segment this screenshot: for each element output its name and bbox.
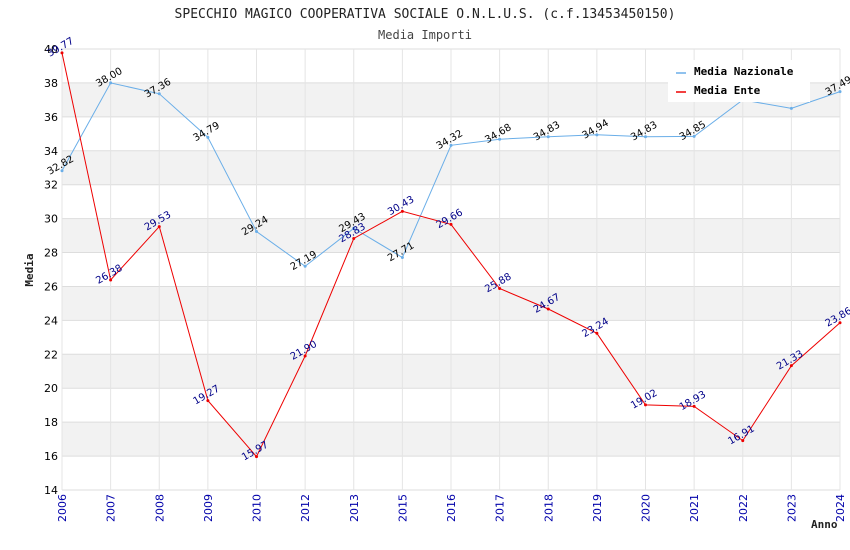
x-tick-label: 2016 — [445, 494, 458, 522]
legend-box — [668, 60, 810, 102]
data-point-media-nazionale — [546, 135, 550, 139]
y-tick-label: 40 — [44, 43, 58, 56]
x-tick-label: 2020 — [640, 494, 653, 522]
data-point-media-ente — [60, 51, 64, 55]
series-lines — [60, 51, 842, 459]
y-tick-label: 16 — [44, 450, 58, 463]
x-tick-label: 2008 — [153, 494, 166, 522]
chart-title: SPECCHIO MAGICO COOPERATIVA SOCIALE O.N.… — [175, 7, 676, 22]
data-point-media-ente — [838, 321, 842, 325]
data-point-media-nazionale — [60, 169, 64, 173]
x-tick-label: 2017 — [494, 494, 507, 522]
x-tick-label: 2007 — [105, 494, 118, 522]
data-point-media-ente — [303, 354, 307, 358]
y-tick-label: 36 — [44, 111, 58, 124]
y-tick-label: 38 — [44, 77, 58, 90]
x-axis-label: Anno — [811, 518, 838, 531]
data-point-media-ente — [789, 364, 793, 368]
x-tick-label: 2010 — [251, 494, 264, 522]
x-axis-ticks: 2006 2007 2008 2009 2010 2012 2013 2015 2016 2017… — [56, 494, 847, 522]
data-point-media-ente — [400, 209, 404, 213]
x-tick-label: 2015 — [396, 494, 409, 522]
x-tick-label: 2018 — [542, 494, 555, 522]
y-tick-label: 28 — [44, 247, 58, 260]
data-point-media-ente — [255, 455, 258, 459]
data-point-media-ente — [157, 225, 161, 229]
data-point-media-nazionale — [352, 226, 356, 230]
x-tick-label: 2013 — [348, 494, 361, 522]
x-tick-label: 2023 — [785, 494, 798, 522]
x-tick-label: 2009 — [202, 494, 215, 522]
data-point-media-ente — [498, 286, 502, 290]
data-point-media-nazionale — [692, 134, 696, 138]
data-point-media-nazionale — [838, 90, 842, 94]
x-tick-label: 2012 — [299, 494, 312, 522]
data-point-media-nazionale — [206, 135, 210, 139]
legend-label-media-nazionale: Media Nazionale — [694, 65, 794, 78]
data-point-media-ente — [644, 403, 647, 407]
chart-subtitle: Media Importi — [378, 28, 472, 42]
data-point-media-ente — [546, 307, 550, 311]
data-point-media-nazionale — [449, 143, 453, 147]
y-tick-label: 30 — [44, 213, 58, 226]
y-tick-label: 22 — [44, 348, 58, 361]
data-point-media-nazionale — [400, 255, 404, 259]
data-point-media-nazionale — [498, 137, 502, 141]
y-tick-label: 20 — [44, 382, 58, 395]
x-tick-label: 2024 — [834, 494, 847, 522]
y-tick-label: 26 — [44, 280, 58, 293]
y-axis-ticks: 14 16 18 20 22 24 26 28 30 32 34 36 38 40 — [44, 43, 58, 497]
data-point-media-nazionale — [157, 92, 161, 96]
y-tick-label: 18 — [44, 416, 58, 429]
data-point-media-ente — [449, 222, 453, 226]
gridlines — [61, 48, 841, 491]
y-axis-label: Media — [23, 253, 36, 286]
data-point-media-ente — [206, 399, 210, 403]
data-point-media-nazionale — [303, 264, 307, 268]
x-tick-label: 2022 — [737, 494, 750, 522]
legend: Media Nazionale Media Ente — [668, 60, 810, 102]
data-point-media-nazionale — [109, 81, 113, 85]
y-tick-label: 32 — [44, 179, 58, 192]
data-point-media-nazionale — [255, 230, 258, 234]
data-point-media-nazionale — [595, 133, 599, 137]
y-tick-label: 34 — [44, 145, 58, 158]
x-tick-label: 2006 — [56, 494, 69, 522]
x-tick-label: 2019 — [591, 494, 604, 522]
data-point-media-ente — [692, 404, 696, 408]
data-point-media-ente — [352, 236, 356, 240]
data-point-media-nazionale — [789, 106, 793, 110]
data-point-media-ente — [109, 278, 113, 282]
legend-label-media-ente: Media Ente — [694, 84, 761, 97]
x-tick-label: 2021 — [688, 494, 701, 522]
data-point-media-ente — [595, 331, 599, 335]
y-tick-label: 14 — [44, 484, 58, 497]
data-point-media-nazionale — [644, 135, 647, 139]
data-point-media-ente — [741, 439, 745, 443]
y-tick-label: 24 — [44, 314, 58, 327]
